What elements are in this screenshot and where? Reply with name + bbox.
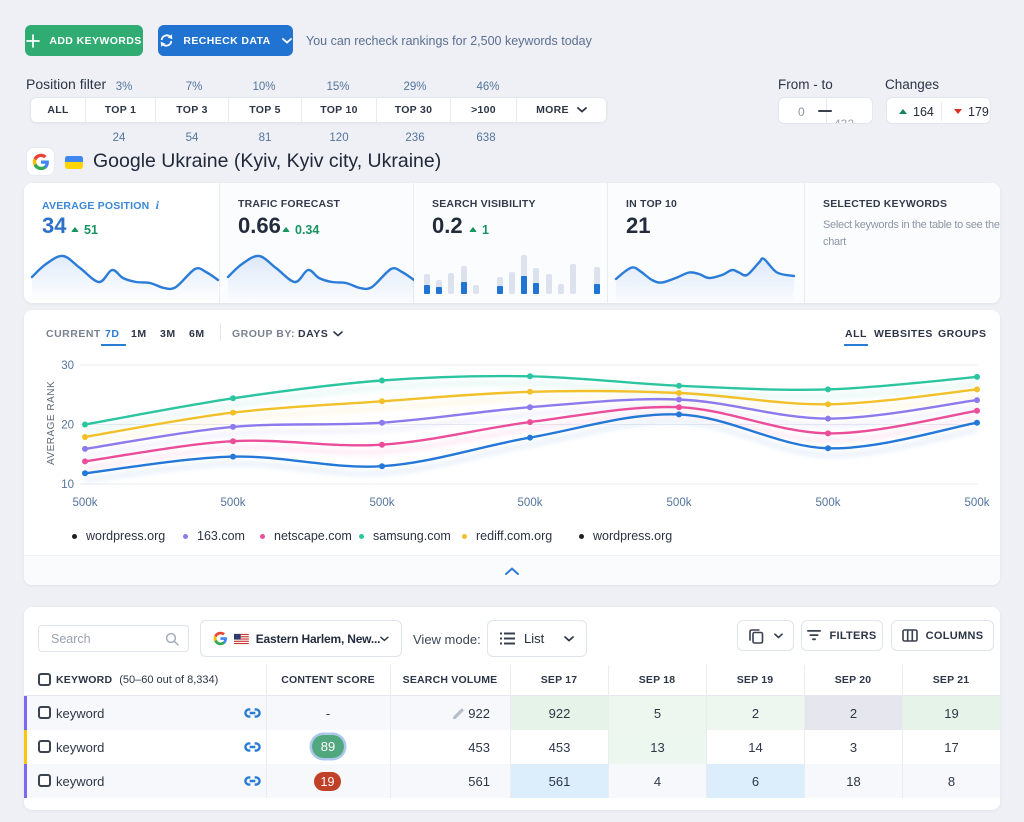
svg-text:500k: 500k — [518, 497, 543, 509]
svg-text:500k: 500k — [73, 497, 98, 509]
svg-text:500k: 500k — [370, 497, 395, 509]
svg-text:500k: 500k — [816, 497, 841, 509]
svg-text:AVERAGE RANK: AVERAGE RANK — [46, 381, 57, 465]
svg-text:500k: 500k — [221, 497, 246, 509]
svg-text:30: 30 — [61, 360, 74, 372]
svg-text:10: 10 — [61, 479, 74, 491]
svg-text:500k: 500k — [667, 497, 692, 509]
svg-text:20: 20 — [61, 420, 74, 432]
svg-text:500k: 500k — [965, 497, 990, 509]
